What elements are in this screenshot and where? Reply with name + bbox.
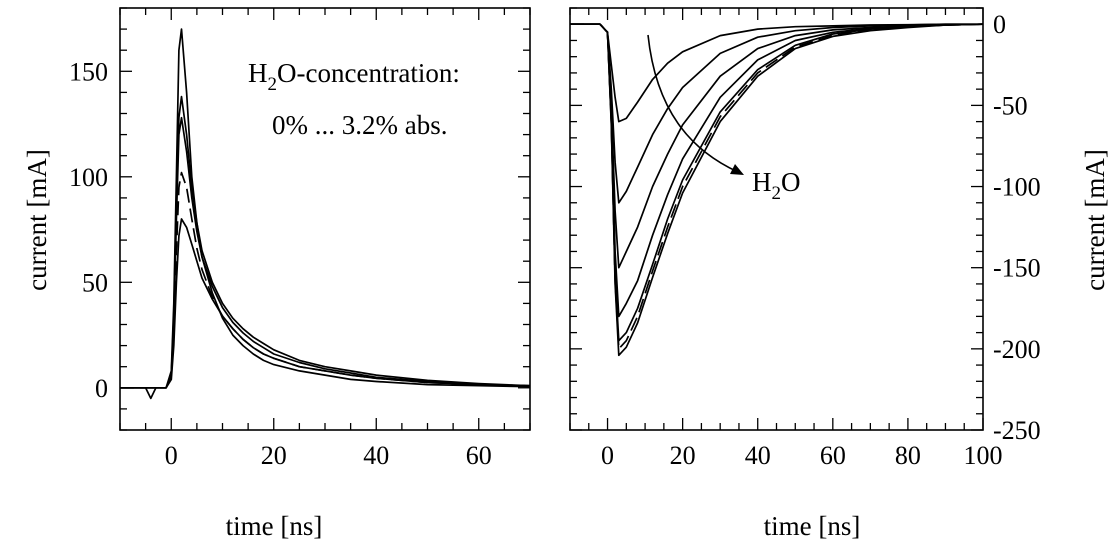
y-axis-label-right: current [mA] bbox=[1080, 149, 1110, 291]
x-tick-label: 100 bbox=[964, 441, 1003, 470]
y-tick-label: 50 bbox=[82, 268, 108, 297]
y-tick-label: 100 bbox=[69, 163, 108, 192]
series-left-5 bbox=[120, 218, 531, 400]
y-tick-label: 150 bbox=[69, 57, 108, 86]
series-left-2 bbox=[120, 95, 531, 389]
series-right-4 bbox=[570, 23, 984, 318]
plot-frame-right bbox=[569, 7, 984, 431]
x-tick-label: 40 bbox=[363, 441, 389, 470]
annotation-title-left: H2O-concentration: bbox=[248, 58, 460, 95]
x-tick-label: 20 bbox=[261, 441, 287, 470]
y-tick-label: -200 bbox=[993, 335, 1041, 364]
series-left-4 bbox=[120, 171, 531, 389]
y-ticks-left: 0 50 100 150 bbox=[69, 7, 530, 431]
chart-right: 0 20 40 60 80 100 0 -50 -100 -150 -200 -250 H2O ti… bbox=[569, 7, 1110, 541]
y-tick-label: -150 bbox=[993, 254, 1041, 283]
y-tick-label: -100 bbox=[993, 173, 1041, 202]
x-axis-label-left: time [ns] bbox=[226, 511, 323, 541]
x-tick-label: 60 bbox=[466, 441, 492, 470]
y-ticks-right: 0 -50 -100 -150 -200 -250 bbox=[570, 7, 1041, 445]
x-ticks-right: 0 20 40 60 80 100 bbox=[569, 8, 1003, 470]
y-tick-label: 0 bbox=[993, 10, 1006, 39]
curves-left bbox=[120, 28, 531, 400]
x-axis-label-right: time [ns] bbox=[764, 511, 861, 541]
x-tick-label: 0 bbox=[601, 441, 614, 470]
trend-arrow bbox=[647, 34, 739, 173]
chart-left: 0 20 40 60 0 50 100 150 H2O-concentration: 0% … bbox=[22, 7, 531, 541]
x-ticks-left: 0 20 40 60 bbox=[119, 8, 531, 470]
y-tick-label: -250 bbox=[993, 416, 1041, 445]
y-tick-label: -50 bbox=[993, 91, 1028, 120]
annotation-range-left: 0% ... 3.2% abs. bbox=[272, 110, 447, 140]
curves-right bbox=[570, 23, 984, 357]
series-right-7 bbox=[570, 23, 984, 357]
y-axis-label-left: current [mA] bbox=[22, 149, 52, 291]
series-right-1 bbox=[570, 23, 983, 123]
trend-arrowhead bbox=[730, 164, 744, 175]
x-tick-label: 0 bbox=[165, 441, 178, 470]
y-tick-label: 0 bbox=[95, 374, 108, 403]
x-tick-label: 20 bbox=[670, 441, 696, 470]
series-left-3 bbox=[120, 116, 531, 389]
x-tick-label: 80 bbox=[895, 441, 921, 470]
annotation-h2o-right: H2O bbox=[752, 167, 801, 204]
x-tick-label: 40 bbox=[745, 441, 771, 470]
x-tick-label: 60 bbox=[820, 441, 846, 470]
